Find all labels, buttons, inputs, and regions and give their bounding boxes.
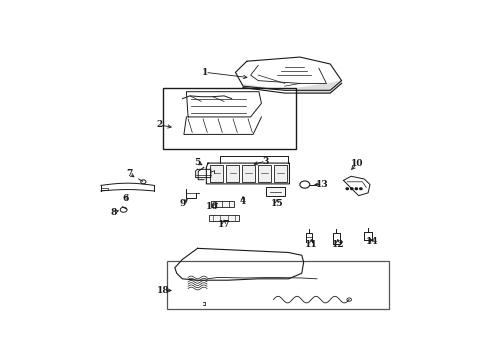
Text: 12: 12: [331, 240, 344, 249]
Text: 17: 17: [217, 220, 230, 229]
Bar: [226, 165, 239, 182]
Text: 18: 18: [157, 286, 169, 295]
Bar: [208, 215, 239, 221]
Text: 9: 9: [179, 199, 185, 208]
Text: 6: 6: [122, 194, 128, 203]
Bar: [242, 165, 255, 182]
Text: 11: 11: [304, 240, 317, 249]
Text: 16: 16: [206, 202, 219, 211]
Bar: [273, 165, 286, 182]
Bar: [210, 165, 223, 182]
Text: 7: 7: [126, 169, 132, 178]
Bar: [265, 186, 284, 197]
Circle shape: [350, 188, 352, 190]
Text: 15: 15: [270, 199, 283, 208]
Polygon shape: [243, 81, 341, 93]
Bar: [258, 165, 270, 182]
Text: 8: 8: [111, 208, 117, 217]
Bar: [167, 261, 388, 309]
Text: 2: 2: [156, 121, 163, 130]
Text: 10: 10: [350, 159, 362, 168]
Bar: [163, 87, 296, 149]
Circle shape: [346, 188, 347, 190]
Circle shape: [359, 188, 361, 190]
Text: 1: 1: [202, 68, 208, 77]
Text: 13: 13: [316, 180, 328, 189]
Circle shape: [354, 188, 357, 190]
Text: 14: 14: [365, 237, 377, 246]
Text: 4: 4: [240, 197, 245, 206]
Bar: [210, 201, 233, 207]
Text: 3: 3: [262, 157, 268, 166]
Text: 5: 5: [194, 158, 200, 167]
